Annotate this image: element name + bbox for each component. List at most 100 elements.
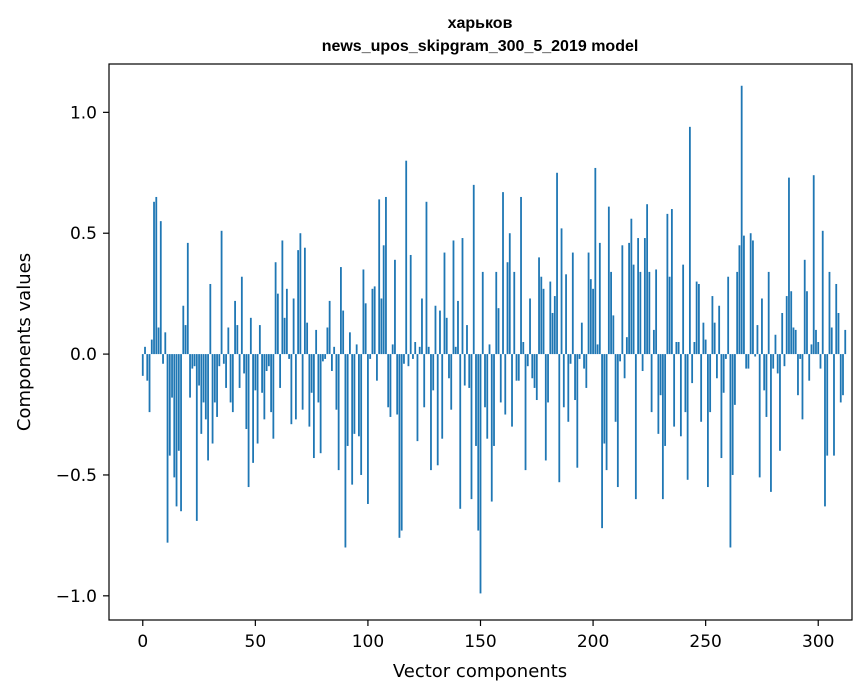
bar xyxy=(148,354,151,413)
bar xyxy=(497,308,500,355)
bar xyxy=(247,354,250,488)
bar xyxy=(204,354,207,420)
bar xyxy=(389,354,392,417)
bar xyxy=(686,354,689,480)
bar xyxy=(290,354,293,425)
bar xyxy=(619,354,621,362)
bar xyxy=(569,354,572,364)
bar xyxy=(193,354,196,367)
bar xyxy=(292,298,295,355)
bar xyxy=(209,283,212,355)
x-tick-label: 100 xyxy=(352,632,384,652)
bar xyxy=(673,354,676,427)
bar xyxy=(380,298,383,355)
bar xyxy=(749,233,752,355)
bar xyxy=(605,354,608,471)
bar xyxy=(459,354,462,509)
bar xyxy=(623,354,626,379)
bar xyxy=(754,354,757,357)
bar xyxy=(303,247,306,355)
bar xyxy=(245,354,248,430)
bar xyxy=(652,329,655,355)
bar xyxy=(598,242,601,355)
bar xyxy=(153,201,155,355)
bar xyxy=(191,354,194,369)
bar xyxy=(589,279,592,355)
bar xyxy=(470,354,473,500)
bar xyxy=(607,206,610,355)
bar xyxy=(698,283,700,355)
bar xyxy=(727,276,730,355)
bar xyxy=(774,334,777,355)
bar xyxy=(515,354,518,381)
bar xyxy=(263,354,266,420)
bar xyxy=(213,354,216,403)
bar xyxy=(839,354,842,403)
bar xyxy=(707,354,709,488)
x-axis-label: Vector components xyxy=(393,661,567,682)
bar xyxy=(274,262,277,355)
bar xyxy=(378,199,381,355)
bar xyxy=(252,354,254,463)
bar xyxy=(166,354,169,543)
bar xyxy=(729,354,732,548)
bar xyxy=(349,332,351,355)
y-tick-label: 0.0 xyxy=(70,345,97,365)
bar xyxy=(340,267,342,355)
bar xyxy=(312,354,315,459)
bar xyxy=(445,317,448,355)
x-axis-ticks: 0 50 100 150 200 250 300 xyxy=(137,620,834,652)
bar xyxy=(164,332,167,355)
bar xyxy=(394,259,396,355)
bar xyxy=(141,354,144,376)
bar xyxy=(360,354,363,475)
bar xyxy=(337,354,340,471)
x-tick-label: 0 xyxy=(137,632,148,652)
bar xyxy=(574,354,576,401)
bar xyxy=(281,240,284,355)
bar xyxy=(524,354,527,471)
bar xyxy=(279,354,282,388)
bar xyxy=(763,354,766,391)
bar xyxy=(398,354,401,538)
bar xyxy=(808,354,811,381)
bar xyxy=(200,354,203,434)
plot-frame xyxy=(108,63,853,621)
bar xyxy=(150,339,153,355)
bar xyxy=(414,342,417,355)
bar xyxy=(211,354,214,444)
bar xyxy=(301,354,304,410)
bar xyxy=(756,325,759,355)
bar xyxy=(430,354,432,471)
bar xyxy=(547,354,549,403)
bar xyxy=(785,296,788,355)
bar xyxy=(842,354,844,396)
bar xyxy=(752,240,754,355)
bar xyxy=(767,271,770,355)
bar xyxy=(175,354,178,507)
bar xyxy=(236,325,239,355)
bar xyxy=(396,354,399,415)
bars-group xyxy=(141,85,847,594)
y-tick-label: 0.5 xyxy=(70,224,97,244)
bar xyxy=(781,312,784,355)
bar xyxy=(256,354,259,444)
bar xyxy=(830,327,833,355)
bar xyxy=(421,298,423,355)
bar xyxy=(562,354,565,408)
bar xyxy=(297,250,300,355)
bar xyxy=(227,327,230,355)
bar xyxy=(405,160,408,355)
bar xyxy=(625,337,628,355)
bar xyxy=(520,196,522,355)
bar xyxy=(448,354,450,379)
bar xyxy=(432,354,435,391)
bar xyxy=(666,213,669,355)
bar xyxy=(668,276,671,355)
bar xyxy=(159,221,162,355)
bar xyxy=(614,354,617,422)
bar xyxy=(675,342,678,355)
bar xyxy=(182,305,185,355)
bar xyxy=(243,354,245,374)
bar xyxy=(517,354,520,381)
